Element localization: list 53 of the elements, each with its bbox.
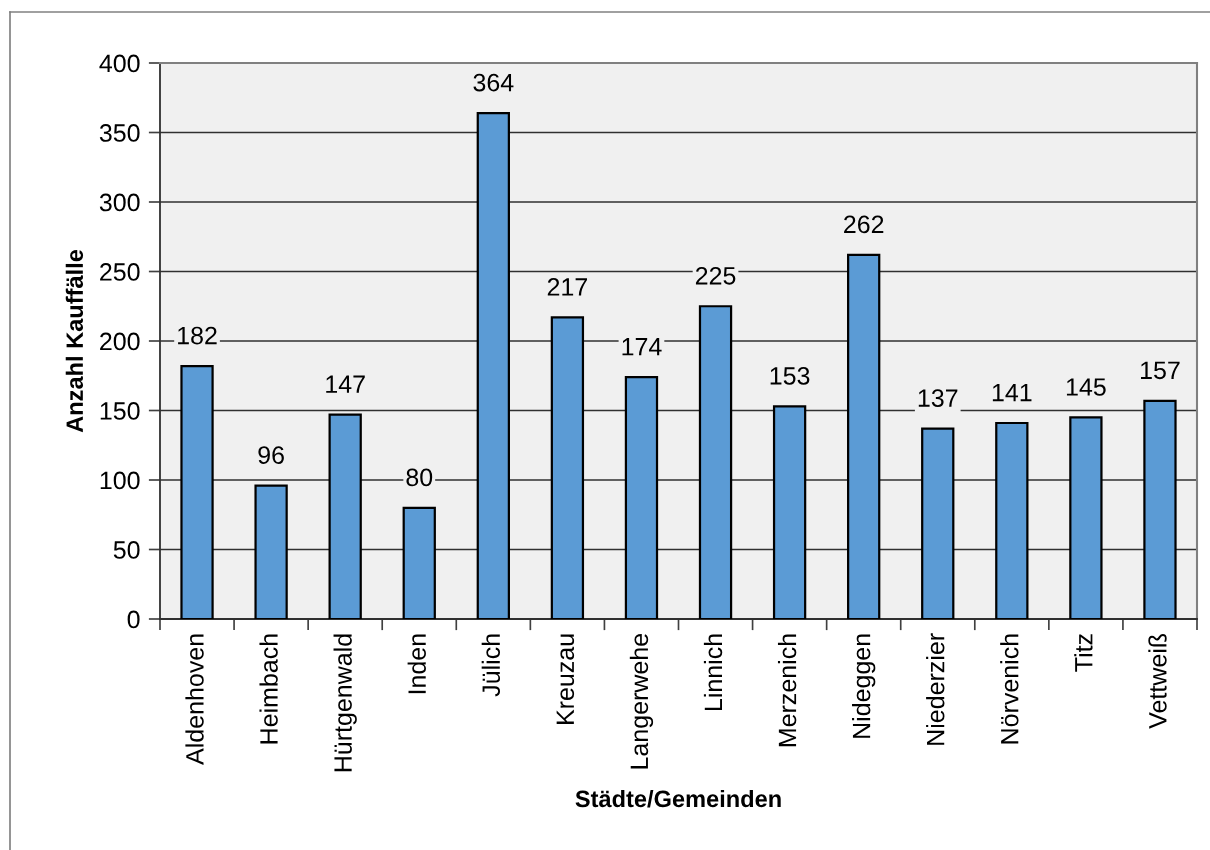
data-label: 225 — [695, 266, 736, 285]
bar — [847, 253, 881, 619]
y-tick-label: 0 — [127, 610, 140, 629]
x-tick-label: Nörvenich — [1000, 634, 1019, 744]
x-tick-label: Linnich — [703, 634, 723, 711]
data-label: 96 — [258, 446, 284, 464]
data-label: 145 — [1066, 378, 1106, 396]
bar — [550, 316, 585, 619]
y-tick-label: 200 — [100, 332, 140, 351]
y-tick-label: 300 — [99, 193, 140, 212]
x-axis-title: Städte/Gemeinden — [575, 789, 781, 808]
x-tick-label: Merzenich — [777, 634, 797, 747]
x-tick-label: Langerwehe — [629, 633, 654, 769]
x-tick-label: Heimbach — [259, 634, 278, 744]
data-label: 80 — [406, 468, 433, 487]
data-label: 262 — [844, 215, 884, 234]
bar — [698, 305, 733, 619]
x-tick-label: Aldenhoven — [185, 634, 204, 765]
bar — [402, 506, 436, 619]
y-tick-label: 350 — [99, 124, 140, 142]
data-label: 182 — [178, 326, 217, 345]
x-tick-label: Inden — [407, 634, 426, 694]
x-tick-label: Niederzier — [926, 633, 945, 745]
bar — [1069, 416, 1103, 619]
x-tick-label: Vettweiß — [1148, 633, 1167, 729]
y-tick-label: 150 — [100, 402, 140, 420]
y-tick-label: 50 — [113, 541, 140, 559]
bar — [772, 405, 807, 619]
x-tick-label: Titz — [1074, 634, 1093, 672]
bar — [1143, 399, 1177, 619]
bar — [624, 376, 659, 619]
data-label: 147 — [326, 375, 365, 393]
x-tick-label: Kreuzau — [556, 634, 575, 724]
bar — [476, 111, 510, 619]
data-label: 153 — [770, 367, 810, 385]
x-tick-label: Hürtgenwald — [333, 634, 357, 772]
data-label: 157 — [1141, 361, 1180, 380]
bar — [921, 427, 955, 619]
bar — [180, 364, 214, 619]
data-label: 364 — [473, 73, 514, 92]
bar — [995, 421, 1029, 619]
data-label: 217 — [547, 278, 587, 296]
y-axis-title: Anzahl Kauffälle — [65, 249, 84, 433]
x-tick-label: Jülich — [481, 634, 501, 697]
y-tick-label: 400 — [99, 54, 140, 73]
y-tick-label: 100 — [100, 471, 140, 490]
data-label: 174 — [622, 338, 662, 356]
x-tick-label: Nideggen — [852, 634, 876, 738]
data-label: 137 — [918, 389, 958, 407]
bar — [328, 413, 362, 619]
bar — [254, 484, 288, 619]
data-label: 141 — [992, 383, 1032, 402]
y-tick-label: 250 — [100, 263, 140, 281]
